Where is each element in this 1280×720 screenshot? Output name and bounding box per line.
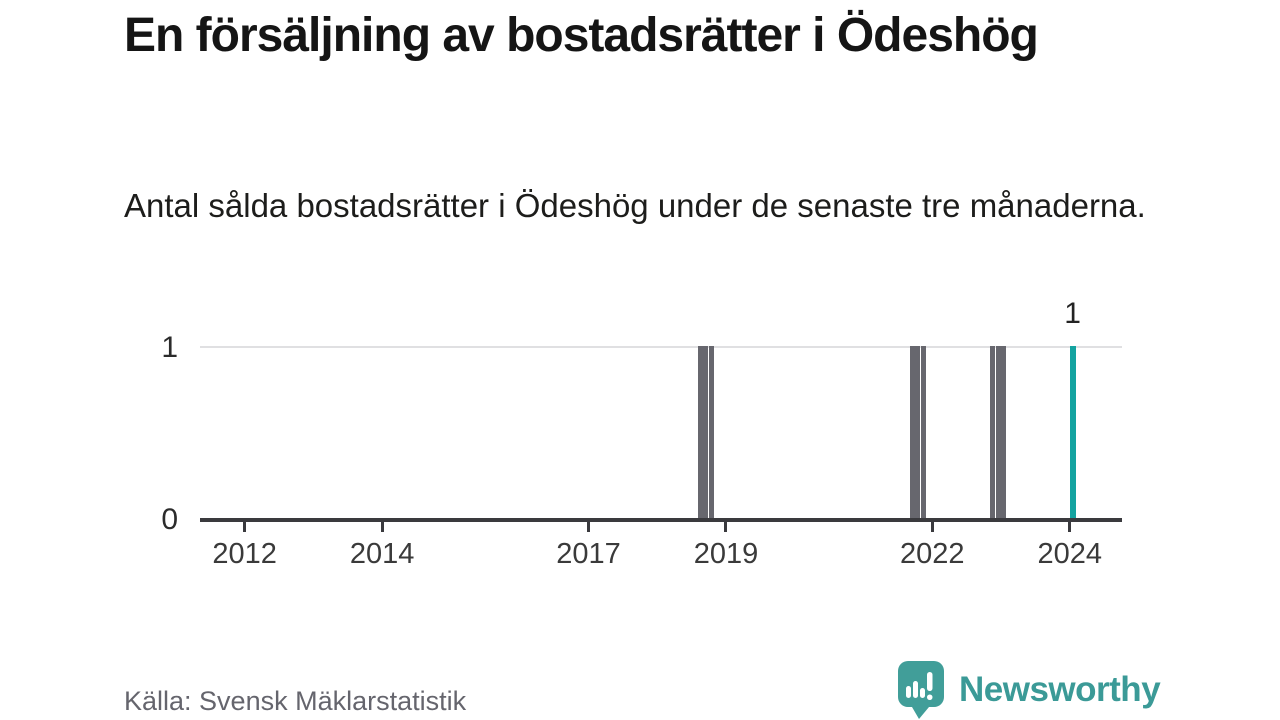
- plot-area: [200, 346, 1122, 518]
- x-tick: [380, 522, 384, 532]
- bar: [995, 346, 1001, 518]
- x-tick: [243, 522, 247, 532]
- x-tick: [930, 522, 934, 532]
- x-tick-label: 2017: [556, 538, 621, 570]
- y-gridline: [200, 346, 1122, 348]
- bar-value-label: 1: [1064, 297, 1081, 330]
- bar: [915, 346, 921, 518]
- bar: [709, 346, 715, 518]
- x-tick: [586, 522, 590, 532]
- newsworthy-logo: Newsworthy: [897, 660, 1161, 720]
- y-tick-label: 0: [161, 503, 178, 536]
- x-tick: [1068, 522, 1072, 532]
- x-axis-line: [200, 518, 1122, 522]
- bar: [697, 346, 703, 518]
- chart-subtitle: Antal sålda bostadsrätter i Ödeshög unde…: [124, 187, 1146, 224]
- x-tick-label: 2012: [212, 538, 277, 570]
- y-tick-label: 1: [161, 331, 178, 364]
- newsworthy-logo-text: Newsworthy: [959, 670, 1161, 709]
- x-tick-label: 2022: [899, 538, 965, 570]
- bar-chart-speech-bubble-icon: [898, 661, 944, 719]
- bar: [703, 346, 709, 518]
- x-tick: [724, 522, 728, 532]
- chart-title: En försäljning av bostadsrätter i Ödeshö…: [124, 9, 1039, 62]
- x-tick-label: 2024: [1037, 538, 1102, 570]
- x-tick-label: 2019: [693, 538, 759, 570]
- bar: [989, 346, 995, 518]
- source-note: Källa: Svensk Mäklarstatistik: [124, 686, 467, 716]
- bar: [909, 346, 915, 518]
- bar-highlight: [1069, 346, 1076, 518]
- bar: [921, 346, 927, 518]
- bar: [1001, 346, 1007, 518]
- x-tick-label: 2014: [349, 538, 415, 570]
